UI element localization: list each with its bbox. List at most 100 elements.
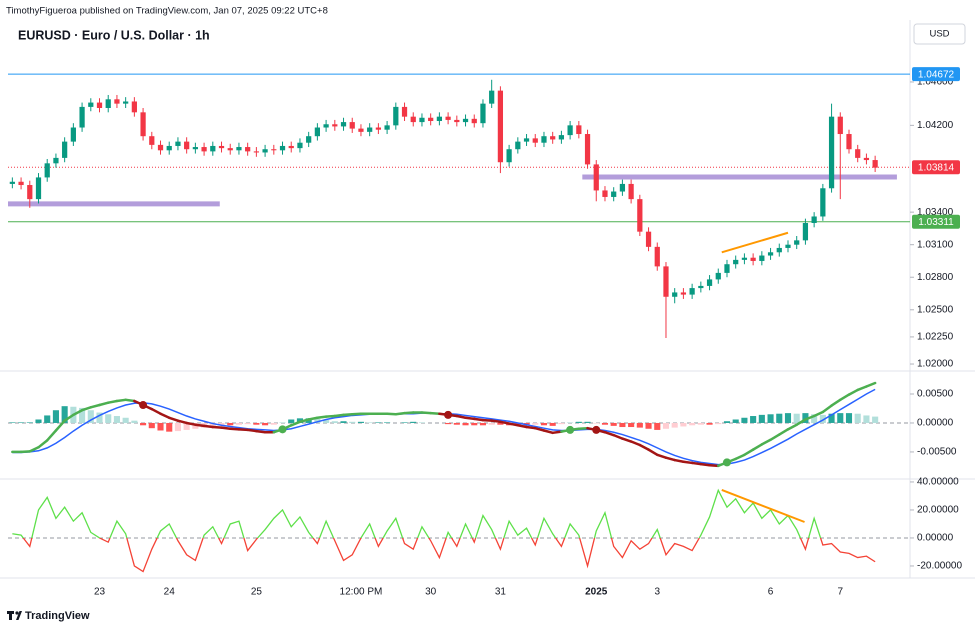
candle-body <box>584 134 591 165</box>
y-tick-label: 1.04600 <box>917 77 954 88</box>
fast-line-segment <box>847 388 859 396</box>
fast-line-segment <box>420 411 432 415</box>
candle-body <box>837 116 843 135</box>
fast-line-segment <box>856 385 868 392</box>
y-tick-label: 1.02800 <box>917 272 954 283</box>
currency-label[interactable]: USD <box>929 29 949 40</box>
y-tick-label: -0.00500 <box>917 447 957 458</box>
histogram-bar <box>741 417 748 423</box>
histogram-bar <box>244 422 251 425</box>
y-tick-label: 1.02000 <box>917 359 954 370</box>
fast-line-segment <box>708 464 720 468</box>
x-tick-label: 7 <box>837 587 843 598</box>
price-level-badge <box>912 214 960 229</box>
histogram-bar <box>26 422 33 423</box>
histogram-bar <box>645 422 652 429</box>
fast-line-segment <box>19 450 32 454</box>
histogram-bar <box>375 422 382 423</box>
histogram-bar <box>131 420 138 423</box>
symbol-title[interactable]: EURUSD · Euro / U.S. Dollar · 1h <box>18 28 210 42</box>
histogram-bar <box>837 413 844 423</box>
histogram-bar <box>148 422 155 429</box>
histogram-bar <box>35 419 42 423</box>
candle-body <box>872 160 878 168</box>
histogram-bar <box>750 416 757 423</box>
histogram-bar <box>706 422 713 425</box>
currency-button[interactable] <box>913 23 966 45</box>
candle-body <box>393 106 399 126</box>
y-tick-label: 40.00000 <box>917 477 959 488</box>
fast-line-segment <box>307 416 319 421</box>
x-tick-label: 30 <box>425 587 437 598</box>
histogram-bar <box>549 422 556 426</box>
fast-line-segment <box>778 428 790 436</box>
histogram-bar <box>349 421 356 423</box>
candle-body <box>619 183 626 192</box>
candle-body <box>706 279 713 286</box>
fast-line-segment <box>542 429 554 435</box>
fast-line-segment <box>246 428 258 433</box>
candle-body <box>314 127 320 137</box>
histogram-bar <box>767 414 774 423</box>
fast-line-segment <box>342 413 354 417</box>
y-tick-label: 0.00000 <box>917 533 954 544</box>
y-tick-label: 20.00000 <box>917 505 959 516</box>
histogram-bar <box>628 422 635 428</box>
candle-body <box>567 125 573 136</box>
candle-body <box>785 244 791 248</box>
fast-line-segment <box>664 456 676 462</box>
candle-body <box>419 117 425 123</box>
histogram-bar <box>689 422 696 426</box>
histogram-bar <box>784 413 792 423</box>
candle-body <box>18 181 24 186</box>
histogram-bar <box>87 410 94 423</box>
histogram-bar <box>819 414 826 423</box>
candle-body <box>663 266 669 297</box>
fast-line-segment <box>673 458 685 464</box>
candle-body <box>340 122 347 127</box>
histogram-bar <box>401 422 408 423</box>
fast-line-segment <box>28 446 40 453</box>
histogram-bar <box>610 422 617 426</box>
histogram-bar <box>140 422 147 426</box>
candle-body <box>140 112 146 137</box>
candle-body <box>375 127 382 130</box>
fast-line-segment <box>106 399 119 404</box>
candle-body <box>88 102 94 107</box>
fast-line-segment <box>289 420 302 427</box>
candle-body <box>288 145 294 149</box>
histogram-bar <box>636 422 643 428</box>
fast-line-segment <box>228 427 241 431</box>
histogram-bar <box>418 422 426 423</box>
histogram-bar <box>157 422 164 431</box>
fast-line-segment <box>394 411 406 416</box>
candle-body <box>480 103 486 124</box>
fast-line-segment <box>350 412 363 416</box>
price-level-label: 1.04672 <box>918 69 955 80</box>
fast-line-segment <box>237 428 249 432</box>
fast-line-segment <box>525 425 537 430</box>
fast-line-segment <box>167 416 180 422</box>
fast-line-segment <box>150 407 162 415</box>
candle-body <box>471 118 477 124</box>
candle-body <box>297 142 303 149</box>
fast-line-segment <box>473 417 485 422</box>
candle-body <box>105 99 111 108</box>
fast-line-segment <box>54 419 66 432</box>
y-tick-label: 1.03400 <box>917 207 954 218</box>
fast-line-segment <box>89 403 101 409</box>
histogram-bar <box>209 422 216 427</box>
candle-body <box>349 122 355 129</box>
brand-name: TradingView <box>25 610 90 622</box>
candle-body <box>157 144 164 151</box>
histogram-bar <box>671 422 678 428</box>
fast-line-segment <box>682 460 694 465</box>
candle-body <box>741 257 748 260</box>
fast-line-segment <box>534 426 546 432</box>
candle-body <box>245 147 251 152</box>
fast-line-segment <box>769 433 781 442</box>
histogram-bar <box>584 421 591 423</box>
candle-body <box>123 101 129 104</box>
histogram-bar <box>183 422 190 430</box>
